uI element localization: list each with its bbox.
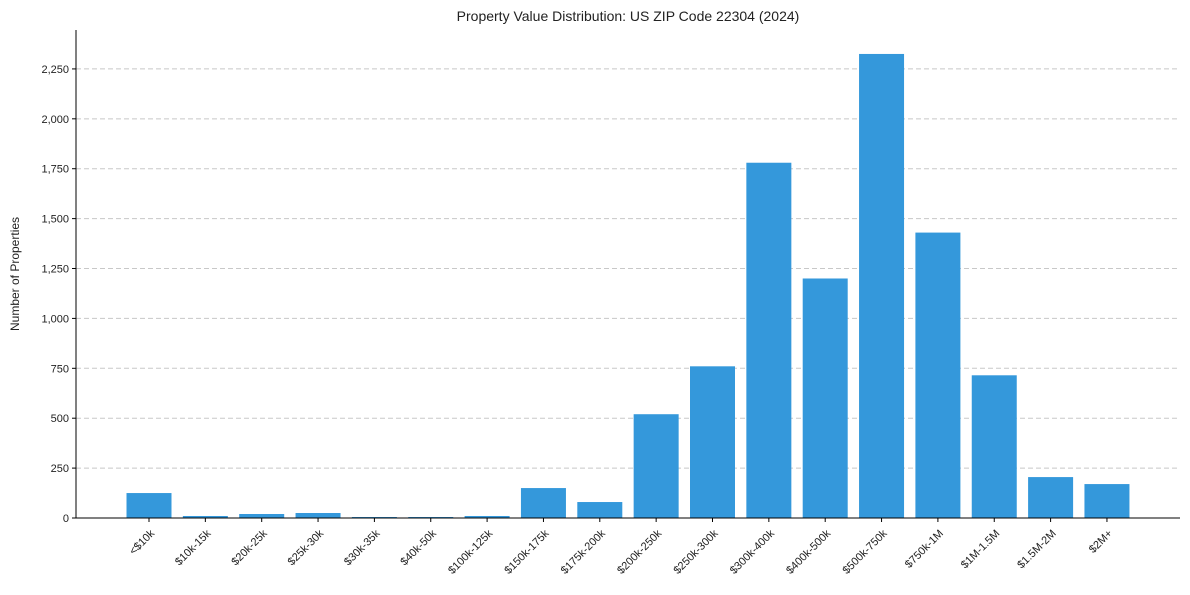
- x-tick-label: $10k-15k: [173, 527, 214, 568]
- x-tick-label: $400k-500k: [784, 527, 833, 576]
- x-tick-label: $1M-1.5M: [959, 528, 1003, 572]
- bar-0: [126, 493, 172, 518]
- bar-6: [464, 516, 510, 518]
- chart-title: Property Value Distribution: US ZIP Code…: [457, 8, 800, 24]
- bar-15: [971, 375, 1017, 518]
- y-tick-label: 500: [51, 413, 69, 425]
- bar-7: [520, 488, 566, 518]
- bar-13: [859, 53, 905, 518]
- x-tick-label: $1.5M-2M: [1015, 528, 1059, 572]
- x-tick-label: $40k-50k: [398, 527, 439, 568]
- y-tick-label: 2,000: [41, 114, 69, 126]
- bar-17: [1084, 484, 1130, 518]
- x-tick-label: $100k-125k: [446, 527, 495, 576]
- x-tick-label: $250k-300k: [671, 527, 720, 576]
- x-tick-label: $200k-250k: [615, 527, 664, 576]
- x-tick-label: <$10k: [127, 527, 157, 557]
- x-tick-label: $25k-30k: [286, 527, 327, 568]
- x-tick-label: $500k-750k: [841, 527, 890, 576]
- x-tick-label: $150k-175k: [502, 527, 551, 576]
- bar-10: [690, 366, 735, 518]
- x-tick-label: $750k-1M: [903, 528, 946, 571]
- x-tick-label: $20k-25k: [229, 527, 270, 568]
- y-tick-label: 2,250: [41, 64, 69, 76]
- bar-8: [577, 502, 623, 518]
- x-tick-label: $2M+: [1087, 528, 1115, 556]
- bar-1: [182, 516, 228, 518]
- y-tick-label: 0: [63, 513, 69, 525]
- bar-2: [239, 514, 285, 518]
- x-tick-label: $175k-200k: [559, 527, 608, 576]
- bar-11: [746, 162, 792, 518]
- y-tick-label: 1,750: [41, 164, 69, 176]
- y-tick-label: 1,250: [41, 264, 69, 276]
- x-tick-label: $300k-400k: [728, 527, 777, 576]
- y-tick-label: 250: [51, 463, 69, 475]
- y-axis-label: Number of Properties: [8, 217, 22, 331]
- bar-16: [1028, 477, 1074, 518]
- x-tick-label: $30k-35k: [342, 527, 383, 568]
- bar-9: [633, 414, 679, 518]
- y-tick-label: 1,500: [41, 214, 69, 226]
- bar-3: [295, 513, 341, 518]
- bar-14: [915, 232, 961, 518]
- y-tick-label: 1,000: [41, 313, 69, 325]
- bar-12: [802, 278, 848, 518]
- y-tick-label: 750: [51, 363, 69, 375]
